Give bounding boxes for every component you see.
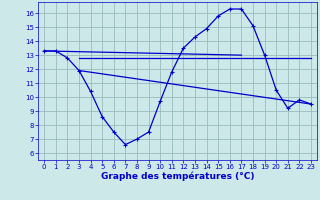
X-axis label: Graphe des températures (°C): Graphe des températures (°C) <box>101 172 254 181</box>
